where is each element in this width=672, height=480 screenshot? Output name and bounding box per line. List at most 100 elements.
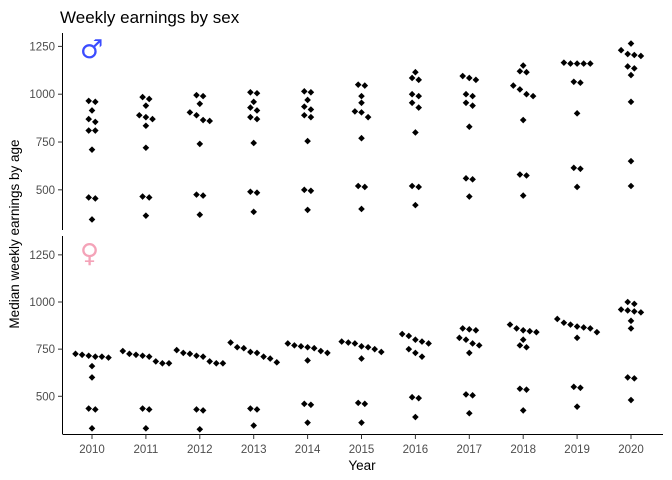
data-point [631,375,638,382]
data-point [554,315,561,323]
data-point [523,386,530,393]
data-point [364,113,372,121]
data-point [284,340,292,347]
data-point [587,60,594,67]
data-point [560,319,568,327]
male-y-tick-label-750: 750 [36,137,55,149]
data-point [519,326,527,334]
x-tick-label-2015: 2015 [349,444,375,456]
x-tick-label-2011: 2011 [134,444,159,456]
data-point [219,359,227,367]
data-point [466,409,473,417]
data-point [627,396,635,404]
data-point [469,176,476,183]
data-point [304,419,311,426]
data-point [88,374,96,381]
data-point [193,91,200,99]
data-point [354,399,362,407]
data-point [85,405,92,412]
x-tick-label-2010: 2010 [79,444,105,456]
data-point [466,123,473,131]
data-point [240,344,248,352]
data-point [273,359,281,366]
data-point [456,334,463,342]
data-point [317,347,325,355]
data-point [88,362,96,370]
data-point [462,175,470,182]
data-point [469,392,476,399]
data-point [193,352,200,360]
data-point [152,358,160,365]
data-point [247,88,254,96]
data-point [142,122,150,130]
data-point [631,51,638,59]
data-point [573,110,581,117]
data-point [567,321,574,328]
data-point [145,353,153,360]
data-point [577,384,584,392]
data-point [354,182,362,190]
data-point [139,193,146,200]
data-point [92,406,99,413]
data-point [301,186,308,194]
data-point [624,50,631,58]
data-point [206,358,213,365]
data-point [631,300,638,308]
x-tick-label-2017: 2017 [457,444,483,456]
data-point [250,422,257,429]
data-point [301,88,308,95]
data-point [304,343,311,351]
data-point [519,192,527,199]
data-point [196,425,204,433]
data-point [398,330,406,338]
data-point [338,338,345,345]
data-point [196,140,204,148]
data-point [247,348,254,356]
data-point [378,348,385,356]
data-point [361,82,369,89]
data-point [408,393,416,401]
data-point [573,403,581,410]
data-point [533,328,540,336]
data-point [412,413,419,421]
data-point [519,336,527,344]
data-point [142,113,150,121]
data-point [139,93,146,101]
data-point [459,72,466,80]
data-point [462,391,470,398]
female-y-tick-label-500: 500 [36,391,55,403]
data-point [519,116,527,124]
data-point [358,419,365,426]
data-point [627,182,635,190]
data-point [358,205,365,213]
data-point [213,359,220,367]
data-point [405,332,413,340]
data-point [186,109,194,116]
data-point [466,349,473,357]
data-point [627,317,635,325]
data-point [513,325,520,332]
data-point [523,172,530,179]
data-point [560,59,568,66]
data-point [469,92,476,100]
data-point [199,192,207,199]
data-point [345,339,352,346]
data-point [227,339,234,346]
data-point [593,328,601,336]
data-point [126,350,133,358]
x-axis-title: Year [348,458,376,473]
female-symbol-icon: ♀ [80,239,99,269]
data-point [523,90,530,98]
data-point [72,350,79,358]
data-point [78,351,86,359]
data-point [351,340,359,347]
data-point [92,353,99,360]
data-point [247,104,254,111]
data-point [624,374,631,381]
data-point [570,78,578,86]
data-point [466,326,473,333]
data-point [250,98,257,106]
data-point [587,325,594,332]
data-point [247,188,254,196]
data-point [253,349,261,357]
